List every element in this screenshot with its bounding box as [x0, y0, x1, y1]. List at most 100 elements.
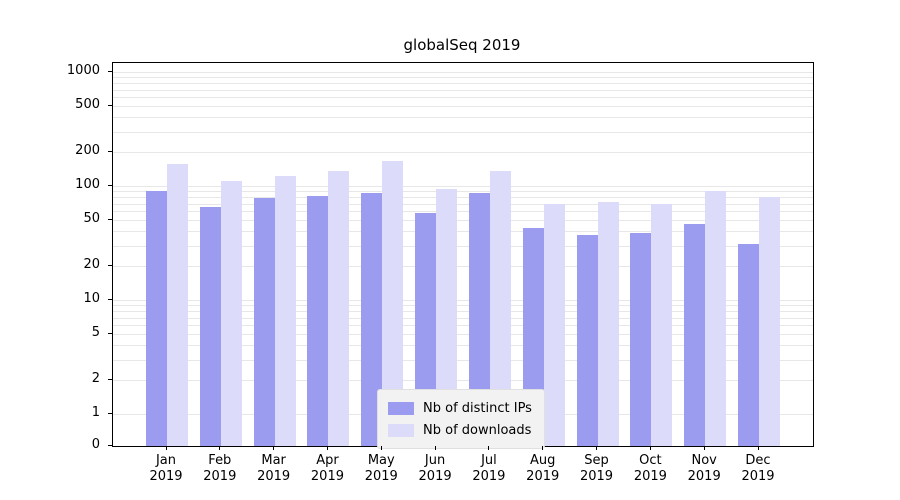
- year-label: 2019: [472, 469, 506, 484]
- gridline: [113, 106, 813, 108]
- y-tick-label: 20: [83, 256, 100, 272]
- year-label: 2019: [203, 469, 237, 484]
- gridline: [113, 317, 813, 319]
- gridline: [113, 379, 813, 381]
- y-tick-label: 0: [91, 437, 100, 452]
- y-tick: [108, 445, 112, 446]
- bar-distinct-ips-mar: [253, 198, 275, 446]
- bar-distinct-ips-oct: [630, 232, 652, 446]
- x-tick-label: Mar 2019: [242, 453, 306, 485]
- year-label: 2019: [741, 469, 775, 484]
- gridline: [113, 77, 813, 79]
- y-tick-label: 1000: [66, 63, 100, 78]
- gridline: [113, 191, 813, 193]
- bar-downloads-feb: [220, 181, 242, 446]
- x-tick-label: Nov 2019: [672, 453, 736, 485]
- gridline: [113, 97, 813, 99]
- x-tick-label: Jul 2019: [457, 453, 521, 485]
- gridline: [113, 305, 813, 307]
- x-tick: [326, 446, 328, 450]
- legend-swatch: [388, 423, 414, 437]
- legend-swatch: [388, 401, 414, 415]
- year-label: 2019: [310, 469, 344, 484]
- gridline: [113, 300, 813, 301]
- x-tick-label: Jan 2019: [134, 453, 198, 485]
- x-tick: [165, 446, 167, 450]
- year-label: 2019: [633, 469, 667, 484]
- gridline: [113, 265, 813, 267]
- x-tick: [380, 446, 382, 450]
- x-tick-label: Oct 2019: [618, 453, 682, 485]
- bar-downloads-mar: [274, 176, 296, 446]
- month-label: Oct: [639, 453, 662, 468]
- x-tick: [649, 446, 651, 450]
- bar-downloads-may: [382, 161, 404, 446]
- bar-downloads-aug: [543, 203, 565, 446]
- y-axis: 0 1 2 5 10 20 50 100 200 500 1000: [0, 62, 112, 455]
- x-tick: [219, 446, 221, 450]
- y-tick: [108, 264, 112, 266]
- bar-downloads-oct: [651, 204, 673, 446]
- bar-distinct-ips-may: [361, 193, 383, 446]
- legend-row: Nb of distinct IPs: [388, 397, 532, 419]
- bar-downloads-nov: [705, 191, 727, 446]
- x-tick: [273, 446, 275, 450]
- month-label: Mar: [261, 453, 286, 468]
- gridline: [113, 325, 813, 327]
- month-label: Aug: [530, 453, 556, 468]
- gridline: [113, 89, 813, 91]
- gridline: [113, 211, 813, 213]
- gridline: [113, 345, 813, 347]
- bar-downloads-apr: [328, 171, 350, 446]
- y-tick: [108, 105, 112, 107]
- legend-label: Nb of distinct IPs: [423, 400, 532, 416]
- month-label: Jul: [481, 453, 497, 468]
- year-label: 2019: [687, 469, 721, 484]
- bar-distinct-ips-dec: [738, 243, 759, 446]
- y-tick-label: 10: [83, 291, 100, 306]
- bar-distinct-ips-jun: [415, 212, 437, 446]
- month-label: Sep: [584, 453, 609, 468]
- month-label: Nov: [691, 453, 717, 468]
- x-tick-label: May 2019: [349, 453, 413, 485]
- chart-title: globalSeq 2019: [403, 36, 521, 54]
- gridline: [113, 186, 813, 187]
- gridline: [113, 245, 813, 247]
- gridline: [113, 311, 813, 313]
- y-tick-label: 1: [91, 405, 100, 420]
- x-tick: [434, 446, 436, 450]
- x-tick: [596, 446, 598, 450]
- year-label: 2019: [149, 469, 183, 484]
- y-tick-label: 2: [91, 370, 100, 386]
- x-tick: [542, 446, 544, 450]
- y-tick: [108, 413, 112, 414]
- legend-row: Nb of downloads: [388, 419, 532, 441]
- x-tick: [488, 446, 490, 450]
- bar-distinct-ips-apr: [307, 195, 329, 446]
- gridline: [113, 359, 813, 361]
- y-tick-label: 200: [75, 142, 100, 158]
- year-label: 2019: [418, 469, 452, 484]
- bar-distinct-ips-sep: [576, 235, 598, 446]
- gridline: [113, 220, 813, 222]
- bar-downloads-jul: [489, 171, 511, 446]
- month-label: Dec: [745, 453, 771, 468]
- y-tick-label: 500: [75, 97, 100, 113]
- x-tick: [757, 446, 759, 450]
- x-tick-label: Sep 2019: [565, 453, 629, 485]
- bar-distinct-ips-nov: [684, 224, 706, 446]
- year-label: 2019: [526, 469, 560, 484]
- y-tick-label: 5: [91, 325, 100, 341]
- month-label: Jan: [155, 453, 177, 468]
- legend-label: Nb of downloads: [423, 422, 532, 438]
- plot-area: Nb of distinct IPs Nb of downloads: [112, 62, 814, 449]
- gridline: [113, 117, 813, 119]
- month-label: Apr: [316, 453, 339, 468]
- gridline: [113, 151, 813, 153]
- bar-distinct-ips-jan: [146, 191, 167, 446]
- y-tick: [108, 378, 112, 380]
- gridline: [113, 131, 813, 133]
- x-axis: Jan 2019 Feb 2019 Mar 2019 Apr 2019 May 2019 Jun 20…: [112, 446, 812, 496]
- month-label: Jun: [424, 453, 446, 468]
